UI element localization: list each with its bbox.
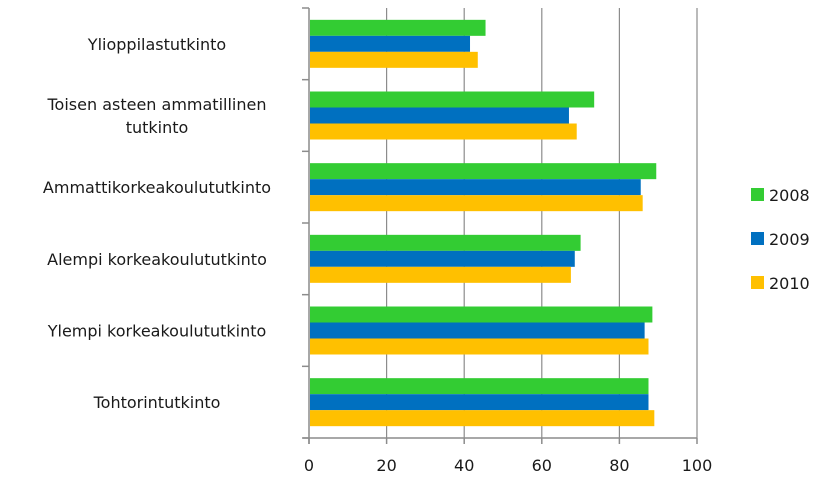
bars xyxy=(310,19,657,427)
legend-label-2009: 2009 xyxy=(769,230,810,249)
bar-2008-2 xyxy=(310,163,657,180)
legend: 2008 2009 2010 xyxy=(751,186,810,293)
bar-2009-4 xyxy=(310,322,645,339)
x-tick-labels: 0 20 40 60 80 100 xyxy=(304,456,712,475)
category-label-1-1: tutkinto xyxy=(126,118,189,137)
category-label-0-0: Ylioppilastutkinto xyxy=(87,35,226,54)
bar-2010-4 xyxy=(310,338,649,355)
bar-2008-3 xyxy=(310,234,581,251)
gridlines xyxy=(386,8,698,438)
x-tick-label-80: 80 xyxy=(609,456,629,475)
category-labels: Ylioppilastutkinto Toisen asteen ammatill… xyxy=(43,35,271,412)
axes xyxy=(302,7,698,444)
x-tick-label-60: 60 xyxy=(532,456,552,475)
bar-2010-5 xyxy=(310,410,655,427)
bar-2008-5 xyxy=(310,378,649,395)
bar-2009-2 xyxy=(310,179,641,196)
bar-2008-1 xyxy=(310,91,595,108)
bar-2010-0 xyxy=(310,51,478,68)
x-tick-label-0: 0 xyxy=(304,456,314,475)
x-tick-label-20: 20 xyxy=(376,456,396,475)
x-tick-label-40: 40 xyxy=(454,456,474,475)
legend-swatch-2010 xyxy=(751,276,764,289)
bar-2009-0 xyxy=(310,35,471,52)
bar-2010-1 xyxy=(310,123,577,140)
category-label-4-0: Ylempi korkeakoulututkinto xyxy=(47,322,267,341)
bar-2009-5 xyxy=(310,394,649,411)
legend-swatch-2009 xyxy=(751,232,764,245)
bar-2008-0 xyxy=(310,19,486,36)
bar-2008-4 xyxy=(310,306,653,323)
category-label-1-0: Toisen asteen ammatillinen xyxy=(47,95,267,114)
legend-swatch-2008 xyxy=(751,188,764,201)
bar-2010-2 xyxy=(310,195,643,212)
category-label-5-0: Tohtorintutkinto xyxy=(93,393,221,412)
legend-label-2010: 2010 xyxy=(769,274,810,293)
bar-2009-3 xyxy=(310,250,575,267)
legend-label-2008: 2008 xyxy=(769,186,810,205)
bar-2010-3 xyxy=(310,266,571,283)
category-label-2-0: Ammattikorkeakoulututkinto xyxy=(43,178,271,197)
category-label-3-0: Alempi korkeakoulututkinto xyxy=(47,250,267,269)
x-tick-label-100: 100 xyxy=(682,456,713,475)
bar-2009-1 xyxy=(310,107,569,124)
